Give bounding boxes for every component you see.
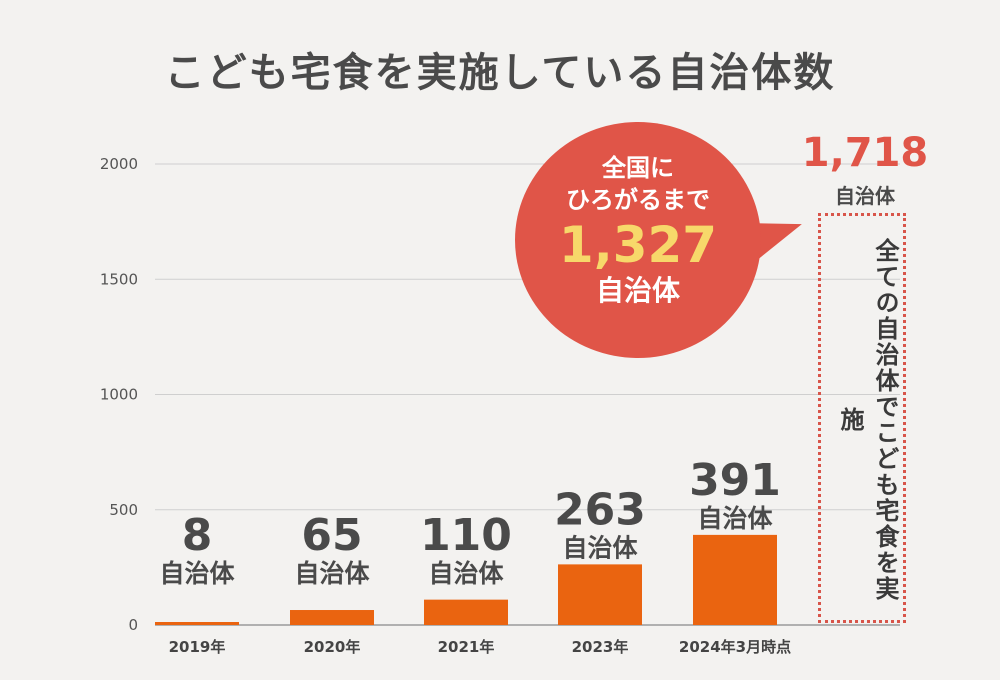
data-label: 8 <box>182 510 213 561</box>
bars <box>155 534 777 625</box>
bar <box>558 564 642 625</box>
speech-bubble: 全国に ひろがるまで 1,327 自治体 <box>515 122 809 358</box>
target-number: 1,718 <box>801 130 929 176</box>
data-label: 110 <box>420 510 512 561</box>
bubble-line2: ひろがるまで <box>566 186 710 214</box>
data-unit-label: 自治体 <box>697 504 773 533</box>
data-unit-label: 自治体 <box>562 533 638 562</box>
target-note: 全ての自治体でこども宅食を実施 <box>836 238 899 602</box>
y-tick-label: 2000 <box>100 155 138 173</box>
y-tick-label: 500 <box>109 501 138 519</box>
speech-bubble-text: 全国に ひろがるまで 1,327 自治体 <box>515 152 761 308</box>
data-label: 65 <box>301 510 362 561</box>
labels: 05001000150020002019年自治体82020年自治体652021年… <box>100 155 791 656</box>
bubble-line1: 全国に <box>602 154 674 182</box>
target-unit: 自治体 <box>835 184 895 208</box>
speech-bubble-circle <box>515 122 761 358</box>
x-tick-label: 2024年3月時点 <box>679 638 791 656</box>
data-label: 263 <box>554 484 646 535</box>
target-dotted-box: 全ての自治体でこども宅食を実施 <box>818 213 906 623</box>
bar <box>290 610 374 625</box>
x-tick-label: 2023年 <box>572 638 629 656</box>
bubble-remaining-number: 1,327 <box>558 216 718 274</box>
bar <box>424 599 508 625</box>
y-tick-label: 0 <box>128 616 138 634</box>
data-unit-label: 自治体 <box>294 559 370 588</box>
bar <box>693 534 777 625</box>
bubble-unit: 自治体 <box>595 274 680 307</box>
data-unit-label: 自治体 <box>159 559 235 588</box>
y-tick-label: 1500 <box>100 270 138 288</box>
chart-title: こども宅食を実施している自治体数 <box>164 50 836 96</box>
data-unit-label: 自治体 <box>428 559 504 588</box>
y-tick-label: 1000 <box>100 386 138 404</box>
bar <box>155 622 239 625</box>
data-label: 391 <box>689 455 781 506</box>
x-tick-label: 2020年 <box>304 638 361 656</box>
x-tick-label: 2019年 <box>169 638 226 656</box>
x-tick-label: 2021年 <box>438 638 495 656</box>
